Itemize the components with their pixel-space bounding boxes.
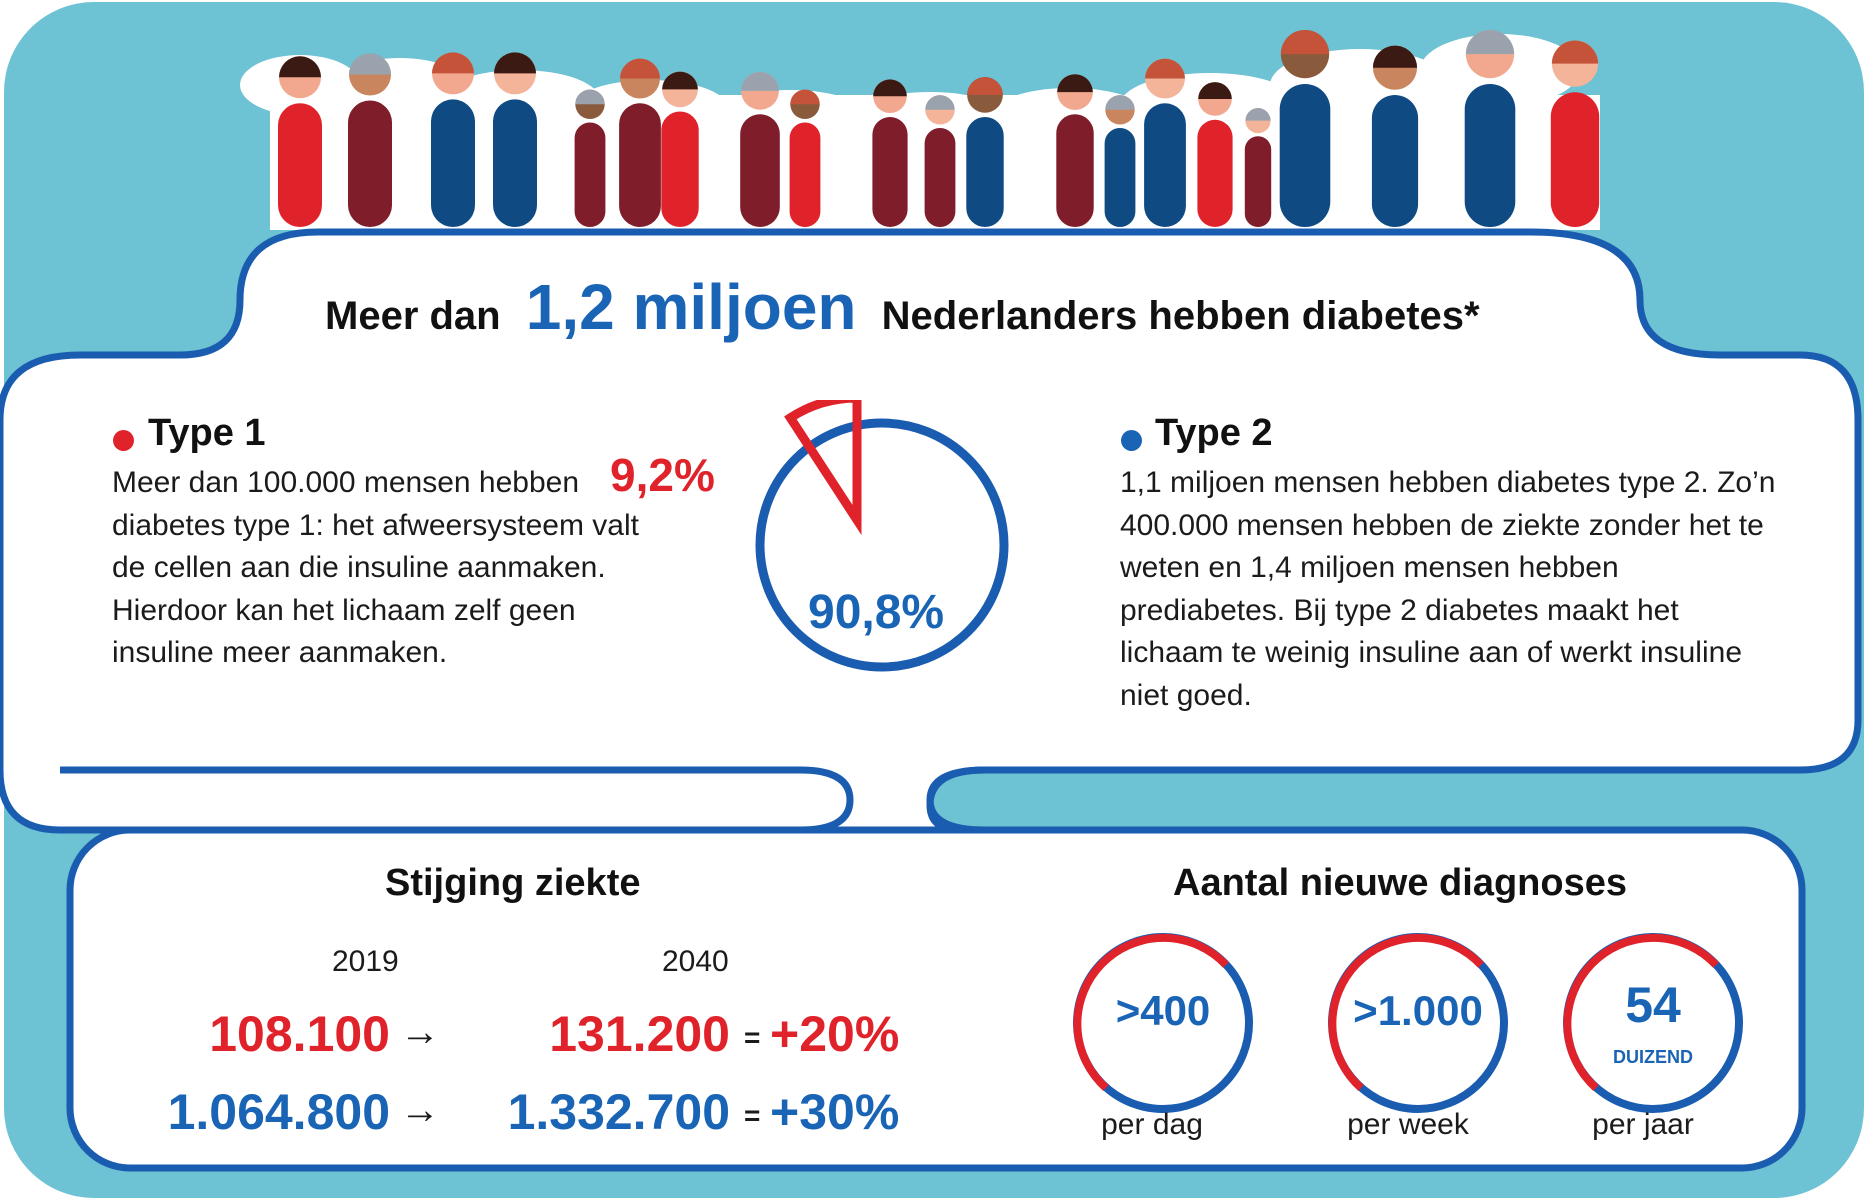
person-body <box>966 117 1004 227</box>
diagnosis-ring-day <box>1073 933 1253 1113</box>
person-hair <box>1105 95 1135 110</box>
person-hair <box>1245 108 1271 121</box>
person-body <box>872 117 908 227</box>
diagnosis-day-label: per dag <box>1101 1108 1203 1141</box>
person-hair <box>494 52 536 74</box>
diagnosis-year-sub: DUIZEND <box>1613 1047 1693 1067</box>
growth-row2-arrow: → <box>400 1088 440 1132</box>
person-hair <box>1145 58 1185 79</box>
growth-row2-to: 1.332.700 <box>507 1084 730 1140</box>
growth-row1-arrow: → <box>400 1010 440 1054</box>
type2-title: Type 2 <box>1155 412 1273 454</box>
diagnosis-day-value: >400 <box>1115 987 1211 1034</box>
headline-suffix: Nederlanders hebben diabetes* <box>881 294 1480 338</box>
pie-type2-label: 90,8% <box>808 586 945 639</box>
person-body <box>574 122 606 227</box>
growth-row1-from: 108.100 <box>209 1006 390 1062</box>
person-body <box>1244 136 1272 227</box>
person-body <box>1144 103 1186 227</box>
diagnosis-week-label: per week <box>1347 1108 1469 1141</box>
diagnosis-year-label: per jaar <box>1592 1108 1694 1141</box>
person-hair <box>1280 29 1330 55</box>
person-hair <box>1465 29 1515 55</box>
person-body <box>619 103 661 227</box>
growth-row2-from: 1.064.800 <box>167 1084 390 1140</box>
person-body <box>1056 114 1094 227</box>
type2-text: 1,1 miljoen mensen hebben diabetes type … <box>1120 466 1776 712</box>
type1-dot <box>113 430 134 451</box>
person-hair <box>790 89 820 105</box>
growth-title: Stijging ziekte <box>385 862 641 904</box>
person-hair <box>967 77 1003 95</box>
diagnosis-ring-year <box>1563 933 1743 1113</box>
growth-year-from: 2019 <box>332 945 399 978</box>
person-hair <box>873 79 907 97</box>
person-body <box>789 122 821 227</box>
person-hair <box>1057 74 1093 93</box>
person-body <box>348 100 392 227</box>
person-body <box>1279 84 1331 227</box>
person-hair <box>575 89 605 105</box>
headline: Meer dan 1,2 miljoen Nederlanders hebben… <box>325 270 1480 344</box>
diagnoses-title: Aantal nieuwe diagnoses <box>1173 862 1627 904</box>
type1-title: Type 1 <box>148 412 266 454</box>
type-share-pie <box>755 400 1009 672</box>
person-hair <box>1551 40 1599 64</box>
growth-year-to: 2040 <box>662 945 729 978</box>
person-hair <box>741 71 779 91</box>
headline-prefix: Meer dan <box>325 294 501 338</box>
pie-type2-arc <box>755 418 1009 672</box>
type2-dot <box>1121 430 1142 451</box>
pie-type1-slice <box>784 400 862 536</box>
person-hair <box>925 95 955 110</box>
person-body <box>493 99 537 227</box>
person-body <box>1371 95 1419 227</box>
person-hair <box>1198 82 1232 99</box>
person-body <box>740 114 780 227</box>
person-hair <box>662 71 698 90</box>
growth-row1-eq: = <box>744 1022 761 1053</box>
person-body <box>1104 128 1136 227</box>
person-body <box>924 128 956 227</box>
person-hair <box>1372 45 1418 68</box>
person-hair <box>620 58 660 79</box>
person-hair <box>349 53 391 75</box>
person-body <box>1550 92 1600 227</box>
pie-type1-label: 9,2% <box>610 449 715 501</box>
diagnosis-ring-week <box>1328 933 1508 1113</box>
diagnosis-year-value: 54 <box>1625 977 1681 1033</box>
person-body <box>278 103 322 227</box>
person-hair <box>432 52 474 74</box>
person-body <box>431 99 475 227</box>
growth-row2-eq: = <box>744 1100 761 1131</box>
diagnosis-week-value: >1.000 <box>1353 987 1483 1034</box>
growth-row1-change: +20% <box>770 1006 900 1062</box>
growth-row2-change: +30% <box>770 1084 900 1140</box>
growth-row1-to: 131.200 <box>549 1006 730 1062</box>
person-body <box>661 111 699 227</box>
person-body <box>1464 84 1516 227</box>
person-body <box>1197 119 1233 227</box>
type1-text: Meer dan 100.000 mensen hebben diabetes … <box>112 466 639 669</box>
headline-highlight: 1,2 miljoen <box>525 271 857 343</box>
person-hair <box>279 56 321 78</box>
